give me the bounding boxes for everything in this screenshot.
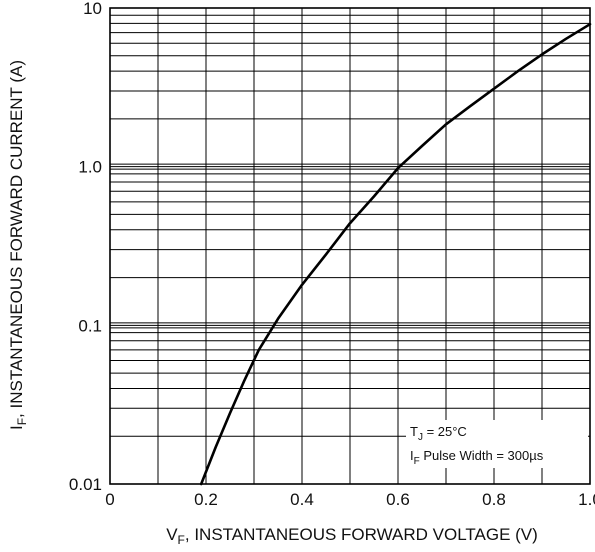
y-axis-label-text: , INSTANTANEOUS FORWARD CURRENT (A) <box>7 60 26 418</box>
y-tick-label: 0.01 <box>69 475 102 494</box>
annotation-pulse-width: Pulse Width = 300µs <box>420 448 544 463</box>
x-axis-ticks: 0 0.2 0.4 0.6 0.8 1.0 <box>105 490 595 509</box>
y-axis-subscript: F <box>15 418 29 425</box>
annotation-background <box>406 420 588 468</box>
annotation-line-2: IF Pulse Width = 300µs <box>410 448 544 467</box>
annotation-tj-value: = 25°C <box>423 424 467 439</box>
x-tick-label: 0.8 <box>482 490 506 509</box>
y-axis-title: IF, INSTANTANEOUS FORWARD CURRENT (A) <box>7 60 29 430</box>
x-tick-label: 0.4 <box>290 490 314 509</box>
x-tick-label: 1.0 <box>578 490 595 509</box>
y-tick-label: 10 <box>83 0 102 18</box>
annotation-if-subscript: F <box>414 456 420 467</box>
x-axis-symbol: V <box>166 525 178 544</box>
gridlines-x <box>157 8 543 484</box>
x-tick-label: 0 <box>105 490 114 509</box>
annotation-if-symbol: I <box>410 448 414 463</box>
annotation-line-1: TJ = 25°C <box>410 424 467 443</box>
x-tick-label: 0.6 <box>386 490 410 509</box>
y-axis-ticks: 0.01 0.1 1.0 10 <box>69 0 102 494</box>
x-tick-label: 0.2 <box>194 490 218 509</box>
annotation-tj-subscript: J <box>418 432 423 443</box>
x-axis-label-text: , INSTANTANEOUS FORWARD VOLTAGE (V) <box>185 525 538 544</box>
annotation-tj-symbol: T <box>410 424 418 439</box>
x-axis-subscript: F <box>178 533 185 547</box>
major-gridlines-y <box>110 163 590 329</box>
plot-frame <box>109 7 591 485</box>
y-tick-label: 1.0 <box>78 158 102 177</box>
y-tick-label: 0.1 <box>78 316 102 335</box>
y-axis-symbol: I <box>7 425 26 430</box>
x-axis-title: VF, INSTANTANEOUS FORWARD VOLTAGE (V) <box>166 525 538 547</box>
forward-current-curve <box>199 22 592 486</box>
annotation-box: TJ = 25°C IF Pulse Width = 300µs <box>406 420 588 468</box>
